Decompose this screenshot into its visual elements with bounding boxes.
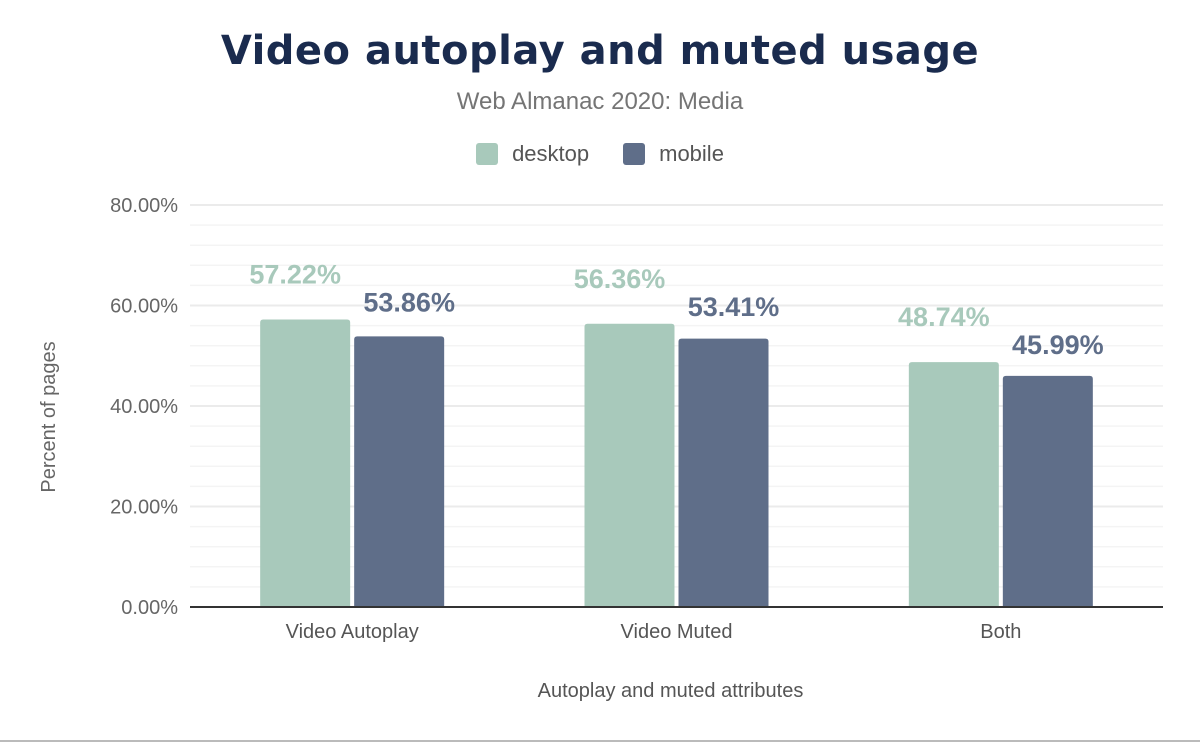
legend: desktop mobile (0, 141, 1200, 167)
chart-subtitle: Web Almanac 2020: Media (456, 88, 744, 115)
y-tick-label: 60.00% (110, 296, 178, 318)
y-axis-title: Percent of pages (38, 341, 60, 492)
y-tick-label: 0.00% (121, 597, 178, 619)
data-label-desktop: 57.22% (249, 259, 341, 289)
legend-swatch-desktop (476, 143, 499, 165)
y-tick-label: 20.00% (110, 497, 178, 519)
data-label-desktop: 48.74% (898, 302, 990, 332)
legend-swatch-mobile (623, 143, 646, 165)
divider (0, 740, 1200, 742)
chart-title: Video autoplay and muted usage (220, 28, 980, 74)
x-tick-label: Video Autoplay (286, 621, 419, 643)
legend-label-desktop: desktop (512, 141, 590, 166)
bar-desktop (584, 323, 675, 607)
bar-desktop (260, 319, 351, 607)
bar-mobile (678, 338, 769, 607)
y-tick-label: 40.00% (110, 396, 178, 418)
data-label-mobile: 53.41% (688, 292, 780, 322)
legend-item-mobile[interactable]: mobile (623, 141, 724, 167)
y-tick-label: 80.00% (110, 195, 178, 217)
bar-mobile (1002, 375, 1093, 607)
x-axis-title: Autoplay and muted attributes (538, 680, 804, 702)
bar-desktop (908, 362, 999, 607)
data-label-mobile: 45.99% (1012, 330, 1104, 360)
legend-label-mobile: mobile (659, 141, 724, 166)
x-tick-label: Video Muted (621, 621, 733, 643)
data-label-desktop: 56.36% (574, 264, 666, 294)
x-tick-label: Both (980, 621, 1021, 643)
legend-item-desktop[interactable]: desktop (476, 141, 589, 167)
bar-mobile (354, 336, 445, 607)
data-label-mobile: 53.86% (363, 287, 455, 317)
